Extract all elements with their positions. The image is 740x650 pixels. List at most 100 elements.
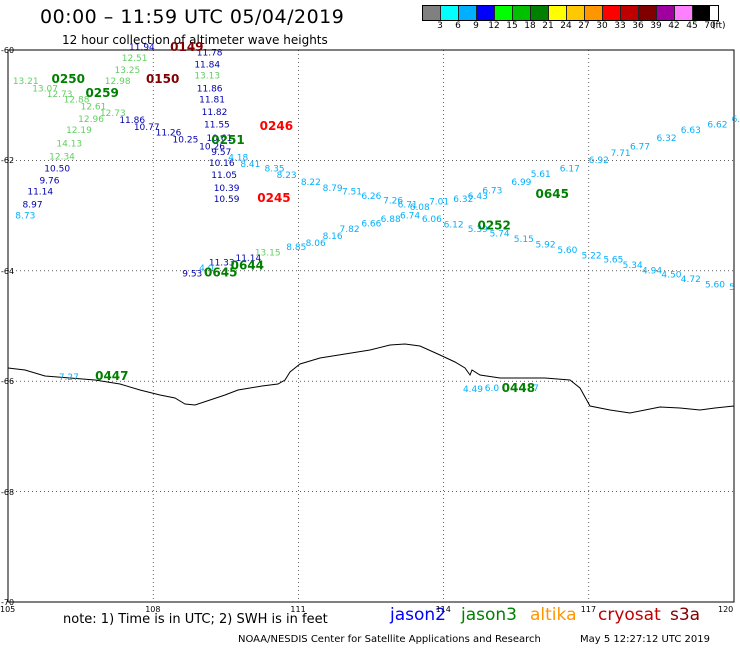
wave-height-value: 11.82 <box>202 108 228 118</box>
color-scale-label: 42 <box>668 21 680 31</box>
pass-time-label: 0645 <box>536 187 569 201</box>
longitude-label: 117 <box>580 605 597 614</box>
color-swatch <box>531 6 549 20</box>
wave-height-value: 8.85 <box>286 243 306 253</box>
wave-height-value: 11.86 <box>197 84 223 94</box>
latitude-label: -64 <box>1 266 15 276</box>
pass-time-label: 0448 <box>502 381 535 395</box>
wave-height-value: 8.06 <box>306 239 326 249</box>
wave-height-value: 5.92 <box>536 241 556 251</box>
wave-height-value: 12.19 <box>66 126 92 136</box>
color-scale-unit: (ft) <box>712 21 726 31</box>
wave-height-value: 9.57 <box>211 148 231 158</box>
map-frame <box>7 49 735 603</box>
satellite-legend-altika: altika <box>530 605 577 625</box>
color-swatch <box>459 6 477 20</box>
color-swatch <box>585 6 603 20</box>
wave-height-value: 12.96 <box>78 115 104 125</box>
wave-height-value: 6.06 <box>422 215 442 225</box>
wave-height-value: 8.41 <box>240 160 260 170</box>
wave-height-value: 10.77 <box>134 123 160 133</box>
color-swatch <box>621 6 639 20</box>
satellite-legend-s3a: s3a <box>670 605 701 625</box>
credit-text: NOAA/NESDIS Center for Satellite Applica… <box>238 634 541 645</box>
latitude-label: -70 <box>1 598 15 607</box>
wave-height-value: 7.71 <box>611 149 631 159</box>
wave-height-value: 6.88 <box>381 215 401 225</box>
wave-height-value: 9.76 <box>39 177 59 187</box>
wave-height-value: 10.25 <box>173 136 199 146</box>
wave-height-value: 10.26 <box>199 142 225 152</box>
wave-height-value: 12.34 <box>49 152 75 162</box>
wave-height-value: 4.94 <box>642 267 662 277</box>
wave-height-value: 8.23 <box>277 171 297 181</box>
wave-height-value: 4.0 <box>199 264 214 274</box>
color-scale-label: 21 <box>542 21 554 31</box>
wave-height-value: 5.61 <box>531 170 551 180</box>
color-swatch <box>441 6 459 20</box>
wave-height-value: 6.08 <box>410 203 430 213</box>
wave-height-value: 14.13 <box>56 140 82 150</box>
color-swatch <box>567 6 585 20</box>
wave-height-value: 10.61 <box>206 134 232 144</box>
color-swatch <box>549 6 567 20</box>
wave-height-value: 11.86 <box>119 116 145 126</box>
wave-height-value: 8.73 <box>15 211 35 221</box>
wave-height-value: 6.17 <box>560 164 580 174</box>
wave-height-value: 7.01 <box>429 198 449 208</box>
pass-time-label: 0245 <box>257 191 290 205</box>
wave-height-value: 12.88 <box>64 95 90 105</box>
color-swatch <box>513 6 531 20</box>
pass-time-label: 0250 <box>52 72 85 86</box>
pass-time-label: 0645 <box>204 265 237 279</box>
pass-time-label: 0252 <box>477 218 510 232</box>
wave-height-value: 6.32 <box>657 134 677 144</box>
wave-height-value: 10.39 <box>214 184 240 194</box>
wave-height-value: 11.33 <box>209 258 235 268</box>
color-scale-label: 70 <box>704 21 716 31</box>
longitude-label: 105 <box>0 605 16 614</box>
wave-height-value: 5.60 <box>705 280 725 290</box>
wave-height-value: 6.99 <box>511 178 531 188</box>
wave-height-value: 6.62 <box>707 120 727 130</box>
pass-time-label: 0447 <box>95 369 128 383</box>
wave-height-value: 7.26 <box>383 196 403 206</box>
wave-height-value: 11.55 <box>204 120 230 130</box>
generated-timestamp: May 5 12:27:12 UTC 2019 <box>580 634 710 645</box>
satellite-legend-cryosat: cryosat <box>598 605 661 625</box>
wave-height-value: 12.61 <box>81 103 107 113</box>
pass-time-label: 0150 <box>146 72 179 86</box>
wave-height-value: 11.05 <box>211 171 237 181</box>
wave-height-value: 11.26 <box>156 129 182 139</box>
map-title: 00:00 – 11:59 UTC 05/04/2019 <box>40 6 345 28</box>
color-swatch <box>675 6 693 20</box>
wave-height-value: 7 <box>533 384 539 394</box>
wave-height-value: 4.49 <box>463 385 483 395</box>
color-swatch <box>603 6 621 20</box>
wave-height-value: 6.92 <box>589 156 609 166</box>
color-scale-legend: 3 6 9 12 15 18 21 24 27 30 33 36 39 42 45 70 <box>422 5 719 31</box>
wave-height-value: 13.13 <box>194 72 220 82</box>
map-note: note: 1) Time is in UTC; 2) SWH is in fe… <box>63 612 328 627</box>
wave-height-value: 11.84 <box>194 61 220 71</box>
wave-height-value: 5.34 <box>623 261 643 271</box>
color-scale-label: 33 <box>614 21 626 31</box>
wave-height-value: 12.51 <box>122 54 148 64</box>
latitude-label: -62 <box>1 156 15 166</box>
wave-height-value: 6.26 <box>361 192 381 202</box>
wave-height-value: 6.43 <box>468 192 488 202</box>
color-swatch <box>495 6 513 20</box>
satellite-legend-jason2: jason2 <box>390 605 446 625</box>
wave-height-value: 9.53 <box>182 269 202 279</box>
altimeter-track-labels: 11.94 11.78 12.51 11.84 13.25 13.13 13.21 12.98… <box>13 40 740 395</box>
wave-height-value: 6.66 <box>361 220 381 230</box>
color-swatch <box>657 6 675 20</box>
wave-height-value: 8.22 <box>301 178 321 188</box>
latitude-label: -66 <box>1 377 15 387</box>
color-scale-label: 18 <box>524 21 536 31</box>
color-scale-label: 15 <box>506 21 518 31</box>
wave-height-value: 6.74 <box>400 211 420 221</box>
color-scale-swatches <box>422 5 719 21</box>
color-scale-label: 6 <box>455 21 461 31</box>
